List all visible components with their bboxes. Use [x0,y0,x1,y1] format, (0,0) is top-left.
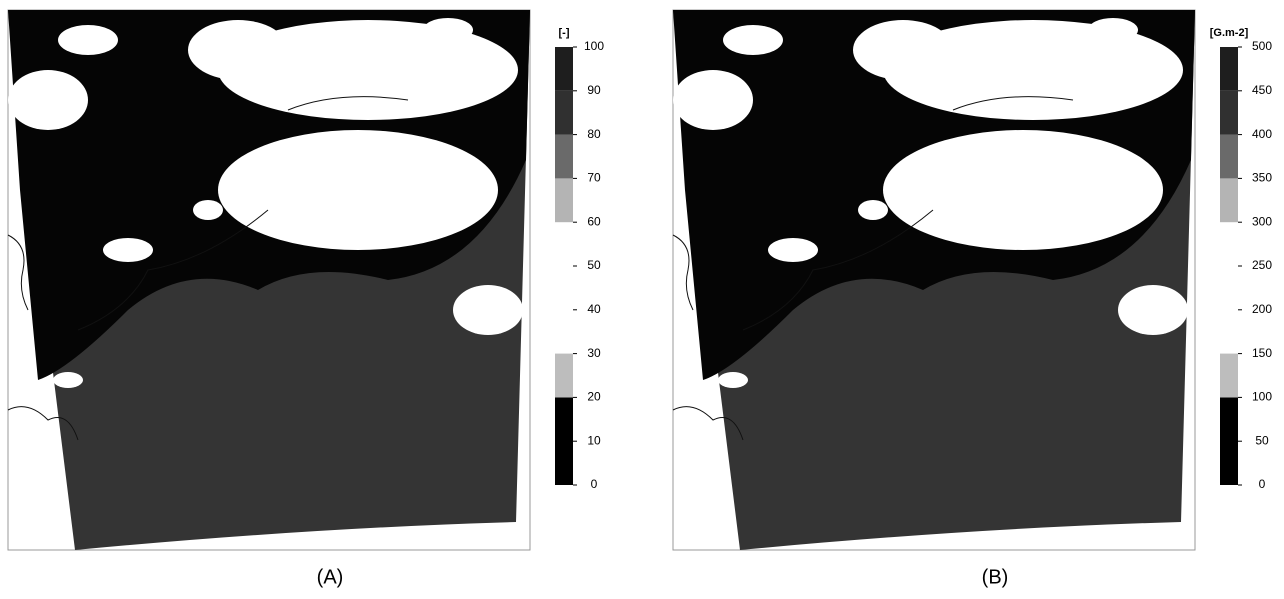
tick-label: 60 [587,214,601,228]
colorbar-band [555,397,573,485]
tick-label: 0 [1259,477,1266,491]
tick-label: 30 [587,346,601,360]
tick-label: 90 [587,83,601,97]
tick-label: 100 [1252,390,1272,404]
colorbar-band [1220,90,1238,135]
tick-label: 70 [587,171,601,185]
tick-label: 200 [1252,302,1272,316]
tick-label: 10 [587,433,601,447]
tick-label: 300 [1252,214,1272,228]
tick-label: 40 [587,302,601,316]
colorbar-band [1220,353,1238,398]
colorbar-unit: [-] [559,27,570,39]
tick-label: 50 [587,258,601,272]
colorbar-band [555,90,573,135]
map-a [7,9,531,551]
tick-label: 250 [1252,258,1272,272]
tick-label: 50 [1255,433,1269,447]
colorbar-band [555,134,573,179]
colorbar-band [555,178,573,223]
colorbar-unit: [G.m-2] [1210,27,1249,39]
tick-label: 350 [1252,171,1272,185]
colorbar-band [1220,397,1238,485]
colorbar-band [555,353,573,398]
tick-label: 450 [1252,83,1272,97]
tick-label: 80 [587,127,601,141]
colorbar-band [1220,47,1238,91]
caption: (B) [982,566,1009,588]
caption: (A) [317,566,344,588]
map-b [672,9,1196,551]
colorbar-band [1220,178,1238,223]
tick-label: 500 [1252,39,1272,53]
tick-label: 0 [591,477,598,491]
tick-label: 20 [587,390,601,404]
tick-label: 150 [1252,346,1272,360]
colorbar-band [555,47,573,91]
tick-label: 100 [584,39,604,53]
colorbar-band [1220,134,1238,179]
tick-label: 400 [1252,127,1272,141]
